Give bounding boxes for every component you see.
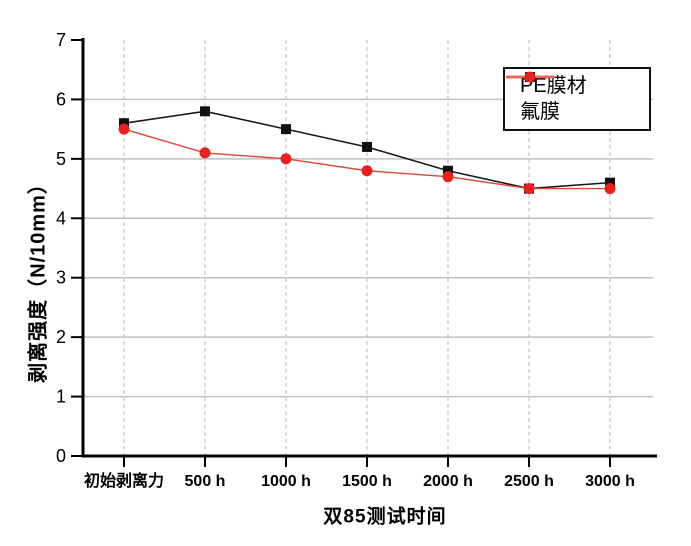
x-tick-label: 1500 h [342, 473, 392, 490]
y-tick-label: 5 [56, 149, 66, 169]
series-1-circle-marker [199, 147, 211, 159]
legend-circle-sample-icon [506, 71, 554, 83]
series-0-square-marker [605, 177, 615, 188]
y-tick-label: 4 [56, 208, 66, 228]
y-tick-label: 3 [56, 268, 66, 288]
y-tick-label: 7 [56, 30, 66, 50]
series-0-square-marker [443, 165, 453, 176]
y-tick-label: 1 [56, 387, 66, 407]
series-0-square-marker [200, 106, 210, 117]
y-axis-title: 剥离强度（N/10mm） [27, 173, 50, 383]
x-tick-label: 1000 h [261, 473, 311, 490]
legend-label: PE膜材 [520, 75, 587, 97]
y-tick-label: 0 [56, 446, 66, 466]
x-axis-title: 双85测试时间 [323, 506, 447, 528]
series-1-circle-marker [361, 165, 373, 177]
y-tick-label: 6 [56, 89, 66, 109]
x-tick-label: 初始剥离力 [84, 471, 164, 490]
y-tick-label: 2 [56, 327, 66, 347]
x-tick-label: 500 h [185, 473, 226, 490]
legend-item: 氟膜 [506, 71, 641, 125]
series-1-circle-marker [604, 183, 616, 195]
x-tick-label: 2000 h [423, 473, 473, 490]
legend: PE膜材氟膜 [503, 67, 651, 131]
series-1-circle-marker [118, 123, 130, 135]
series-1-circle-marker [442, 171, 454, 183]
x-tick-label: 2500 h [504, 473, 554, 490]
series-0-square-marker [281, 124, 291, 135]
legend-marker [524, 71, 536, 83]
series-1-circle-marker [523, 183, 535, 195]
x-tick-label: 3000 h [585, 473, 635, 490]
series-1-circle-marker [280, 153, 292, 165]
series-0-square-marker [362, 141, 372, 152]
legend-label: 氟膜 [520, 101, 560, 123]
series-0-square-marker [119, 118, 129, 129]
